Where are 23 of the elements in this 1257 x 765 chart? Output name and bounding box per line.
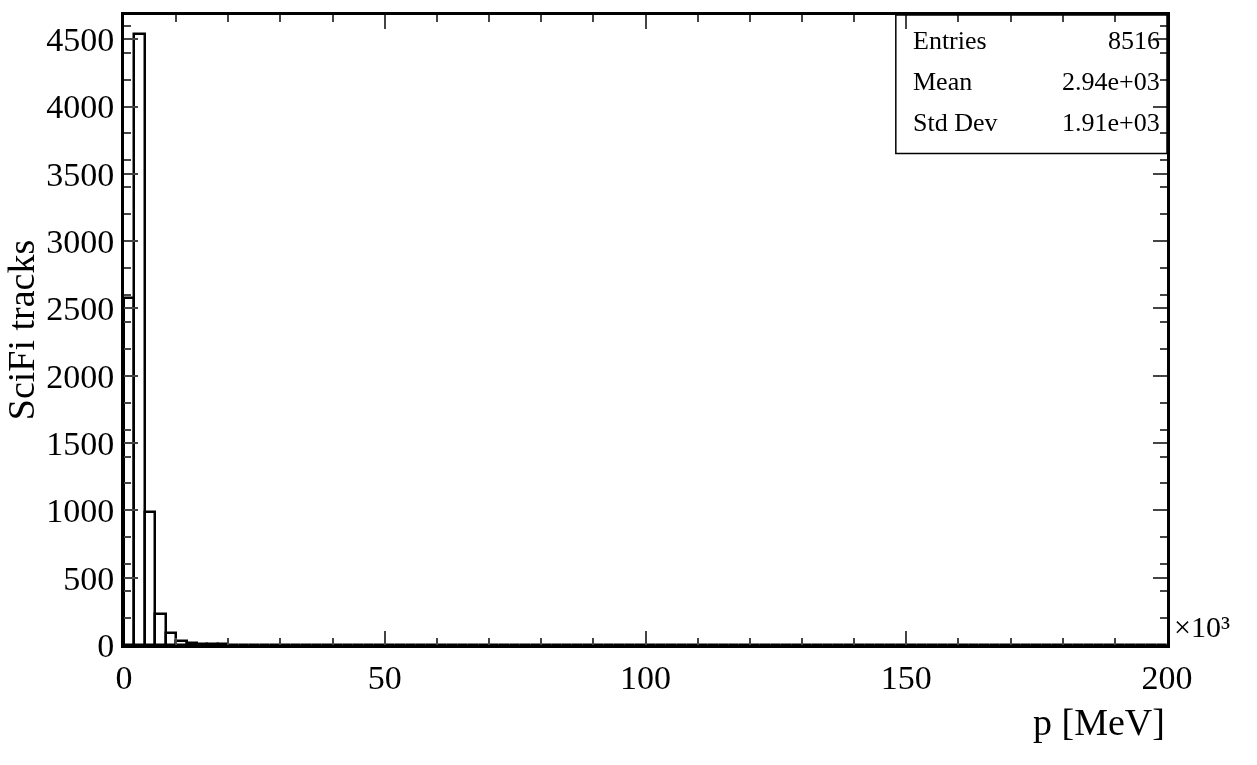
x-tick-label: 100 xyxy=(620,658,671,696)
y-tick-label: 2500 xyxy=(46,290,115,328)
y-tick-label: 1000 xyxy=(46,492,115,530)
text: ×10³ xyxy=(1174,610,1230,643)
y-axis-title: SciFi tracks xyxy=(0,239,42,421)
x-axis-title: p [MeV] xyxy=(1033,701,1165,743)
y-tick-label: 500 xyxy=(63,559,115,597)
annotation: 1.91e+03 xyxy=(1062,108,1160,137)
x-tick-label: 150 xyxy=(880,658,932,696)
annotation: Mean xyxy=(913,67,973,96)
y-tick-label: 3000 xyxy=(46,223,115,261)
x-tick-label: 50 xyxy=(367,658,402,696)
y-tick-label: 1500 xyxy=(46,424,115,462)
x-tick-label: 200 xyxy=(1141,658,1193,696)
y-tick-label: 4000 xyxy=(46,88,115,126)
y-tick-label: 0 xyxy=(97,626,115,664)
annotation: Entries xyxy=(913,26,987,55)
y-tick-label: 4500 xyxy=(46,21,115,59)
y-tick-label: 3500 xyxy=(46,155,115,193)
y-tick-label: 2000 xyxy=(46,357,115,395)
annotation: Std Dev xyxy=(913,108,998,137)
annotation: 8516 xyxy=(1108,26,1160,55)
annotation: 2.94e+03 xyxy=(1062,67,1160,96)
